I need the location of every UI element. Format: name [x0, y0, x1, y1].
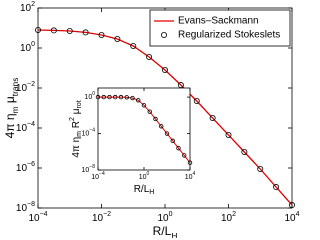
x-tick-label: 10−2 [92, 211, 111, 223]
y-tick-label: 10−8 [16, 201, 35, 213]
marker [164, 131, 170, 136]
legend-label: Evans–Sackmann [178, 16, 259, 27]
marker [113, 94, 118, 100]
x-tick-label: 10−4 [28, 211, 47, 223]
marker [114, 35, 121, 42]
label-part: μ [71, 108, 82, 117]
label-part: m [76, 131, 83, 137]
marker [193, 97, 200, 104]
x-tick-label: 100 [157, 211, 172, 223]
marker [273, 184, 280, 191]
label-part: R [71, 121, 82, 131]
label-part: m [10, 106, 20, 113]
series-line [37, 29, 293, 206]
x-tick-label: 10−4 [91, 171, 105, 181]
marker [50, 27, 57, 34]
marker [118, 94, 124, 100]
label-part: R/L [134, 184, 150, 195]
marker [130, 95, 135, 101]
marker [161, 67, 168, 74]
x-tick-label: 104 [284, 211, 299, 223]
marker [82, 29, 89, 36]
x-tick-label: 102 [221, 211, 236, 223]
marker [241, 148, 248, 155]
x-tick-label: 104 [185, 171, 196, 181]
marker [141, 103, 147, 108]
y-tick-label: 10−4 [82, 128, 96, 138]
marker [159, 124, 164, 129]
marker [288, 202, 295, 209]
plot-area [97, 87, 191, 171]
marker [98, 31, 105, 38]
x-axis-label: R/LH [153, 224, 178, 238]
chart: 10−4 10−2 100 102 104 10−8 10−6 10−4 10−2 100 102 R… [3, 1, 299, 238]
y-tick-label: 10−8 [82, 164, 96, 174]
legend-label: Regularized Stokeslets [178, 30, 280, 41]
marker [146, 53, 153, 60]
marker [95, 94, 101, 100]
x-tick-label: 100 [139, 171, 150, 181]
label-part: H [149, 189, 154, 196]
marker [35, 27, 42, 34]
marker [153, 116, 158, 122]
marker [225, 131, 232, 138]
label-part: 2 [69, 117, 76, 121]
label-part: 4π η [71, 137, 82, 158]
marker [107, 94, 112, 100]
label-part: rot [76, 100, 83, 108]
y-tick-label: 102 [20, 1, 35, 13]
marker [130, 42, 137, 49]
marker [147, 109, 152, 114]
legend-box [149, 9, 291, 47]
legend: Evans–Sackmann Regularized Stokeslets [149, 9, 291, 47]
label-part: 4π η [3, 113, 17, 138]
marker [187, 160, 193, 165]
label-part: R/L [153, 224, 172, 238]
marker [176, 145, 181, 151]
marker [66, 27, 73, 34]
marker [209, 115, 216, 122]
x-axis-label: R/LH [134, 184, 155, 197]
y-axis-label: 4π ηm R2 μrot [69, 100, 83, 157]
label-part: μ [3, 96, 17, 106]
marker [136, 98, 141, 103]
y-tick-label: 10−2 [16, 81, 35, 93]
marker [101, 94, 106, 100]
y-tick-label: 10−6 [16, 161, 35, 173]
y-tick-label: 10−4 [16, 121, 35, 133]
marker [257, 166, 264, 173]
label-part: H [171, 231, 177, 238]
y-axis-label: 4π ηm μtrans [3, 78, 20, 139]
legend-swatch [160, 32, 167, 39]
label-part: trans [10, 78, 20, 97]
marker [170, 138, 175, 144]
y-tick-label: 100 [20, 41, 35, 53]
marker [124, 95, 129, 100]
y-tick-label: 100 [84, 91, 95, 101]
marker [182, 153, 187, 158]
